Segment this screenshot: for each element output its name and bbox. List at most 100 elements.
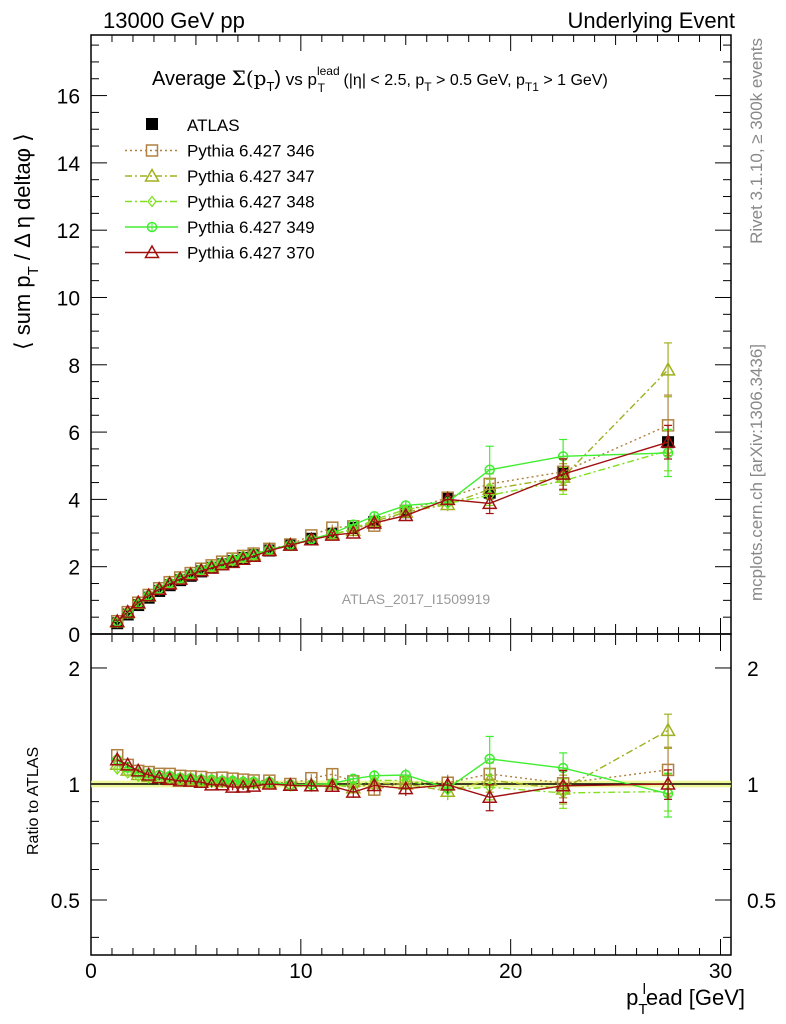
legend-marker [144, 244, 160, 259]
series-point [214, 556, 230, 571]
legend-label: Pythia 6.427 370 [187, 244, 315, 263]
ratio-point [112, 762, 123, 776]
y-tick-label: 10 [57, 287, 80, 310]
series-point [161, 575, 178, 590]
legend-marker [145, 144, 159, 157]
legend-atlas-label: ATLAS [187, 116, 240, 135]
ratio-point [303, 777, 320, 792]
series-4 [109, 424, 676, 628]
ratio-point [140, 766, 157, 781]
series-point [397, 507, 414, 522]
y-tick-label: 16 [57, 86, 80, 109]
x-tick-label: 20 [499, 960, 522, 983]
ratio-point [555, 777, 571, 792]
ratio-point [214, 776, 230, 791]
ratio-series-1 [109, 713, 676, 805]
ratio-point [224, 779, 241, 793]
ratio-series-0 [110, 746, 675, 799]
series-point [130, 594, 146, 609]
ratio-data-layer [109, 713, 676, 818]
ratio-point [133, 770, 144, 783]
ratio-point [109, 751, 126, 766]
series-point [345, 525, 362, 539]
series-point [172, 571, 188, 585]
ratio-point [151, 769, 167, 784]
y-tick-label: 6 [68, 422, 80, 445]
ratio-point [660, 775, 676, 790]
ratio-point [366, 777, 383, 792]
legend-label: Pythia 6.427 349 [187, 218, 315, 237]
ratio-point [660, 722, 676, 737]
series-point [303, 531, 320, 546]
series-point [439, 491, 456, 506]
series-point [224, 554, 241, 569]
mcplots-label: mcplots.cern.ch [arXiv:1306.3436] [747, 344, 766, 601]
legend-label: Pythia 6.427 348 [187, 193, 315, 212]
ratio-tick-label-left: 0.5 [51, 890, 80, 913]
ratio-point [245, 778, 262, 792]
ratio-point [182, 773, 199, 787]
ratio-point [172, 772, 188, 787]
ratio-point [130, 762, 146, 777]
series-point [245, 548, 262, 563]
ratio-point [119, 756, 136, 771]
series-point [555, 466, 571, 480]
x-tick-label: 30 [709, 960, 732, 983]
y-tick-label: 2 [68, 557, 80, 580]
ratio-point [397, 780, 414, 795]
y-tick-label: 14 [57, 153, 81, 176]
ratio-point [193, 774, 209, 788]
ratio-panel-frame [90, 633, 732, 956]
series-point [282, 537, 299, 551]
series-point [660, 361, 676, 376]
ratio-point [439, 776, 456, 791]
ratio-tick-label-left: 2 [68, 658, 80, 681]
legend-label: Pythia 6.427 346 [187, 142, 315, 161]
series-line [116, 369, 669, 623]
legend: ATLAS Pythia 6.427 346 Pythia 6.427 347 Pyt… [125, 116, 315, 263]
ratio-point [324, 778, 341, 793]
series-point [660, 434, 676, 448]
ratio-point [261, 775, 278, 790]
series-point [481, 495, 498, 510]
rivet-label: Rivet 3.1.10, ≥ 300k events [747, 38, 766, 244]
series-point [193, 562, 209, 577]
ratio-point [345, 784, 362, 798]
y-tick-label: 0 [68, 624, 80, 647]
main-data-layer [109, 342, 676, 630]
ratio-point [235, 778, 251, 793]
y-axis-label: ⟨ sum pT / Δ η deltaφ ⟩ [10, 133, 42, 350]
series-1 [109, 342, 676, 628]
series-point [151, 581, 167, 595]
series-point [119, 604, 136, 618]
ratio-point [130, 766, 146, 781]
series-point [109, 613, 126, 628]
y-tick-label: 8 [68, 355, 80, 378]
x-tick-label: 10 [289, 960, 312, 983]
ratio-tick-label-right: 0.5 [747, 890, 776, 913]
chart-title: Average Σ(pT) vs plead T (|η| < 2.5, pT >… [152, 64, 608, 95]
ratio-tick-label-right: 2 [747, 658, 759, 681]
analysis-watermark: ATLAS_2017_I1509919 [342, 591, 491, 607]
series-point [261, 542, 278, 557]
legend-marker [147, 195, 157, 208]
ratio-point [203, 776, 220, 791]
series-point [203, 560, 220, 574]
ratio-point [282, 777, 299, 792]
ratio-series-4 [109, 751, 676, 812]
ratio-point [481, 789, 498, 804]
y-tick-label: 4 [68, 489, 80, 512]
series-point [324, 527, 341, 541]
legend-label: Pythia 6.427 347 [187, 167, 315, 186]
series-point [182, 566, 199, 581]
ratio-tick-label-left: 1 [68, 774, 80, 797]
ratio-y-axis-label: Ratio to ATLAS [25, 747, 42, 855]
series-point [235, 551, 251, 566]
x-tick-label: 0 [85, 960, 97, 983]
y-tick-label: 12 [57, 220, 80, 243]
x-axis-label: pTlead [GeV] [626, 981, 745, 1018]
legend-marker [144, 167, 160, 182]
ratio-tick-label-right: 1 [747, 774, 759, 797]
